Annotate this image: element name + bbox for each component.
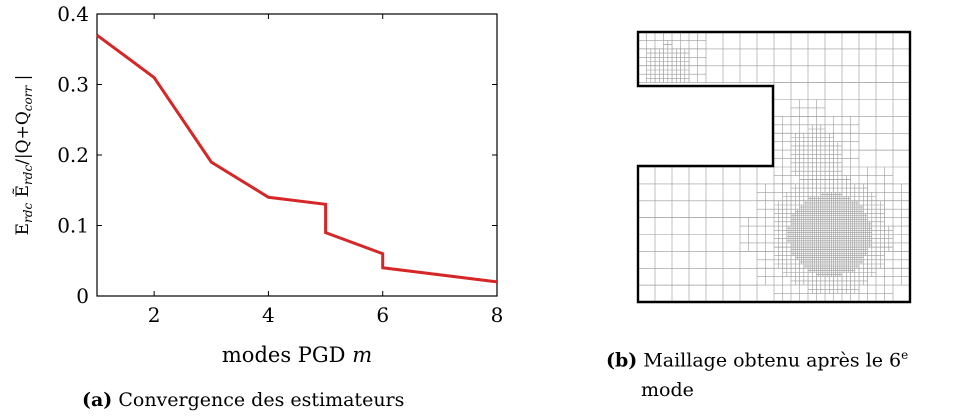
mesh-figure xyxy=(636,30,912,304)
x-tick-label: 6 xyxy=(376,303,389,327)
caption-b: (b) Maillage obtenu après le 6e mode xyxy=(606,340,956,405)
y-tick-label: 0.1 xyxy=(57,214,89,238)
y-tick-label: 0.3 xyxy=(57,73,89,97)
caption-a-tag: (a) xyxy=(82,389,113,411)
series-layer xyxy=(96,33,498,284)
caption-b-tag: (b) xyxy=(606,349,638,372)
caption-a: (a) Convergence des estimateurs xyxy=(82,385,462,415)
convergence-chart: 0 0.1 0.2 0.3 0.4 2 4 6 8 modes PGD m Erdc Ẽrdc… xyxy=(12,2,503,367)
x-tick-label: 2 xyxy=(148,303,161,327)
mesh-cells xyxy=(637,31,911,303)
caption-b-line1: Maillage obtenu après le 6 xyxy=(643,349,902,372)
x-axis-label: modes PGD m xyxy=(222,343,372,367)
y-axis-label: Erdc Ẽrdc/|Q+Qcorr | xyxy=(12,75,35,236)
series-line xyxy=(96,33,498,284)
caption-a-text: Convergence des estimateurs xyxy=(118,389,405,411)
y-tick-label: 0.4 xyxy=(57,2,89,26)
x-axis-ticks: 2 4 6 8 xyxy=(148,14,504,327)
caption-b-line2: mode xyxy=(641,379,694,402)
y-tick-label: 0.2 xyxy=(57,143,89,167)
plot-frame xyxy=(96,13,498,297)
x-tick-label: 4 xyxy=(262,303,275,327)
mesh-grid xyxy=(637,31,911,303)
y-tick-label: 0 xyxy=(76,284,89,308)
y-axis-ticks: 0 0.1 0.2 0.3 0.4 xyxy=(57,2,497,308)
x-tick-label: 8 xyxy=(491,303,504,327)
domain-outline xyxy=(636,30,912,304)
caption-b-sup: e xyxy=(901,348,909,362)
